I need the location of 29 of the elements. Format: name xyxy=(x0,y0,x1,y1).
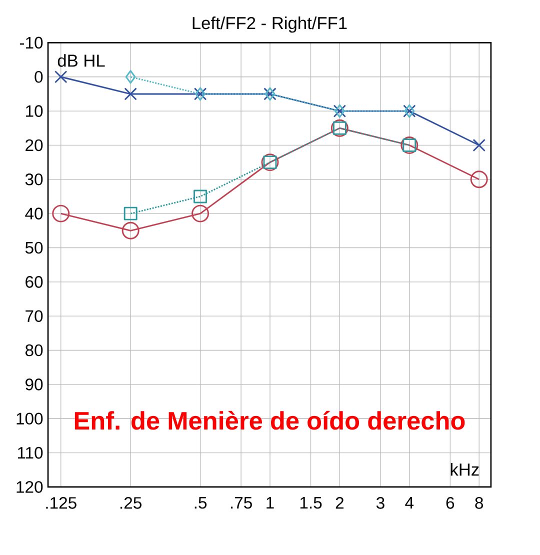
x-tick-label: 1 xyxy=(266,497,274,508)
x-axis-title: kHz xyxy=(450,463,479,476)
y-tick-label: 80 xyxy=(25,344,42,356)
y-tick-label: 30 xyxy=(25,174,42,186)
x-tick-label: 4 xyxy=(404,497,414,508)
annotation: Enf. de Menière de oído derecho xyxy=(74,410,465,430)
y-tick-label: 50 xyxy=(25,242,42,254)
x-tick-label: 3 xyxy=(376,497,384,509)
x-tick-label: .25 xyxy=(120,497,142,509)
y-tick-label: 20 xyxy=(25,139,42,152)
x-tick-label: .75 xyxy=(230,497,252,509)
x-tick-label: 2 xyxy=(336,497,344,509)
y-axis-title: dB HL xyxy=(58,54,105,67)
x-tick-label: 1.5 xyxy=(300,497,322,509)
y-tick-label: 100 xyxy=(16,412,42,425)
x-tick-label: 8 xyxy=(475,497,483,509)
y-tick-label: 40 xyxy=(24,208,42,220)
x-tick-label: .5 xyxy=(194,497,206,509)
y-tick-label: -10 xyxy=(20,36,42,49)
y-tick-label: 60 xyxy=(25,276,42,288)
y-tick-label: 0 xyxy=(34,70,42,83)
y-tick-label: 110 xyxy=(18,446,42,459)
x-tick-label: .125 xyxy=(46,497,76,509)
y-tick-label: 120 xyxy=(16,481,42,493)
y-tick-label: 90 xyxy=(25,378,42,390)
y-tick-label: 10 xyxy=(26,105,42,117)
y-tick-label: 70 xyxy=(25,310,42,322)
chart-title: Left/FF2 - Right/FF1 xyxy=(192,16,347,33)
x-tick-label: 6 xyxy=(446,497,454,509)
